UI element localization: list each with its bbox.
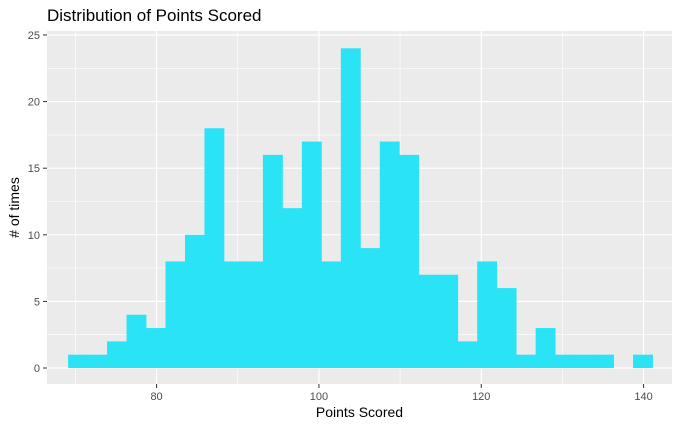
histogram-bar: [321, 261, 342, 369]
histogram-bar: [379, 141, 400, 369]
histogram-bar: [594, 354, 614, 369]
x-tick-label: 120: [472, 391, 490, 403]
x-tick-label: 80: [150, 391, 162, 403]
histogram-bar: [204, 128, 225, 369]
histogram-bar: [418, 274, 439, 369]
y-tick-label: 0: [34, 363, 40, 375]
chart-title: Distribution of Points Scored: [47, 6, 262, 25]
y-axis-title: # of times: [6, 177, 22, 238]
histogram-bar: [165, 261, 186, 369]
y-tick-label: 20: [28, 97, 40, 109]
histogram-bar: [107, 341, 127, 369]
histogram-bar: [223, 261, 244, 369]
x-axis-title: Points Scored: [316, 404, 403, 420]
y-tick-label: 15: [28, 163, 40, 175]
histogram-bars: [68, 48, 653, 369]
axes: 80 100 120 140 0 5 10 15 20 25: [28, 30, 653, 403]
histogram-bar: [399, 154, 420, 369]
histogram-bar: [68, 354, 88, 369]
histogram-bar: [87, 354, 108, 369]
y-tick-label: 5: [34, 296, 40, 308]
y-tick-label: 25: [28, 30, 40, 42]
histogram-bar: [496, 288, 517, 369]
histogram-bar: [146, 328, 166, 369]
histogram-bar: [633, 354, 653, 369]
y-tick-label: 10: [28, 230, 40, 242]
histogram-bar: [574, 354, 595, 369]
histogram-bar: [555, 354, 575, 369]
histogram-bar: [438, 274, 459, 369]
histogram-bar: [360, 248, 381, 369]
histogram-bar: [535, 328, 556, 369]
x-tick-label: 100: [310, 391, 328, 403]
histogram-bar: [301, 141, 322, 369]
histogram-bar: [262, 154, 283, 369]
histogram-bar: [457, 341, 478, 369]
histogram-bar: [516, 354, 537, 369]
histogram-bar: [126, 314, 147, 369]
x-tick-label: 140: [634, 391, 652, 403]
histogram-bar: [184, 234, 205, 369]
histogram-bar: [340, 48, 361, 369]
histogram-bar: [243, 261, 264, 369]
histogram-bar: [282, 208, 303, 369]
histogram-bar: [477, 261, 498, 369]
